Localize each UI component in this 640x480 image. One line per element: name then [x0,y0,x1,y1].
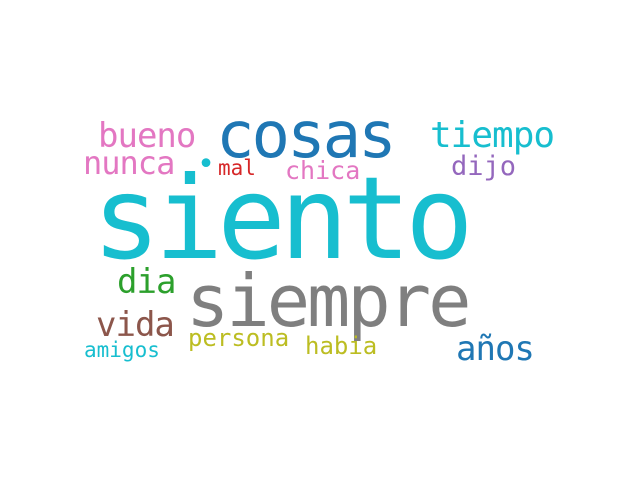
word-nunca: nunca [83,144,175,182]
word-chica: chica [285,156,361,185]
word-tiempo: tiempo [430,115,555,156]
word-anos: años [456,329,535,369]
word-dijo: dijo [451,151,517,182]
word-siento: siento [92,152,474,285]
word-bueno: bueno [98,116,196,156]
word-amigos: amigos [84,338,160,362]
word-cosas: cosas [216,99,397,173]
word-dia: dia [117,262,176,302]
word-habia: habia [305,332,378,360]
word-vida: vida [96,305,175,345]
word-siempre: siempre [186,259,471,343]
word-persona: persona [188,324,290,352]
word-dot-mark: • [197,147,216,182]
word-mal: mal [218,156,256,180]
